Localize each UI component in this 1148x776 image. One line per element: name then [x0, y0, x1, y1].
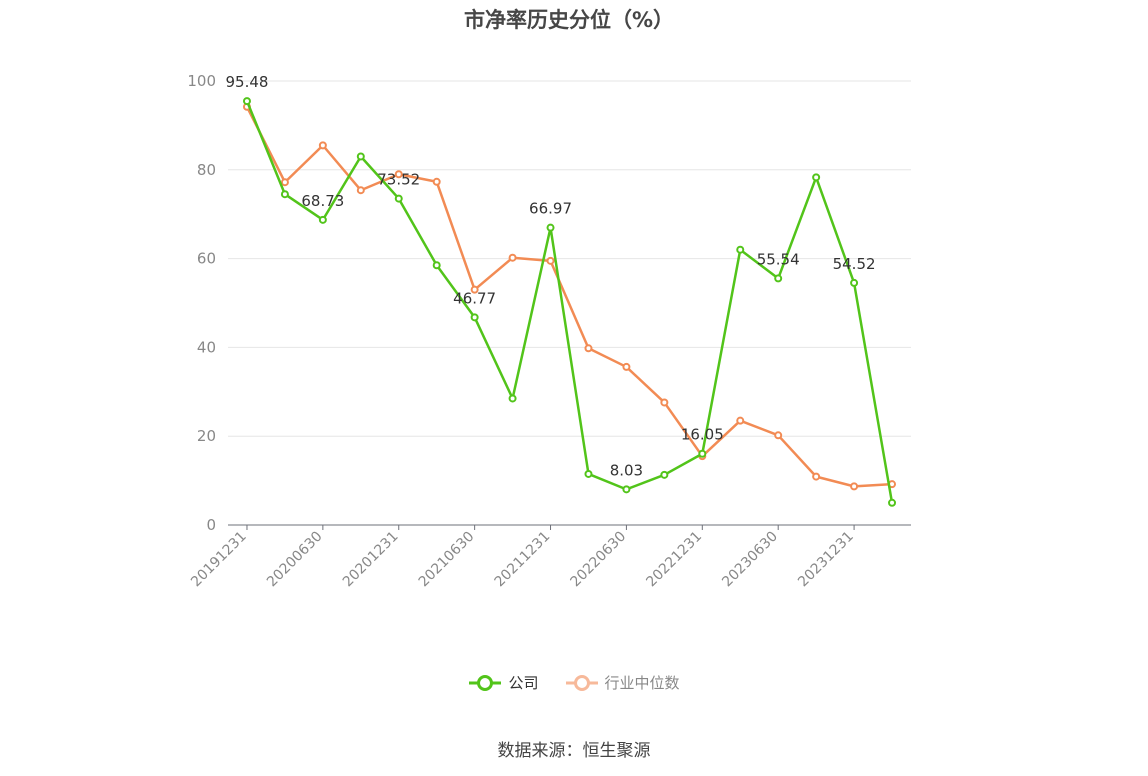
- x-tick-label: 20230630: [719, 529, 781, 591]
- data-point-company[interactable]: [774, 274, 783, 283]
- y-tick-label: 60: [197, 250, 216, 268]
- series-line-industry: [245, 106, 893, 488]
- data-point-company[interactable]: [584, 469, 593, 478]
- data-point-company[interactable]: [508, 394, 517, 403]
- data-point-company[interactable]: [242, 97, 251, 106]
- data-label-company: 66.97: [529, 200, 572, 218]
- data-point-company[interactable]: [280, 190, 289, 199]
- data-point-industry[interactable]: [318, 141, 327, 150]
- data-label-company: 8.03: [610, 461, 643, 479]
- data-label-company: 54.52: [833, 255, 876, 273]
- data-point-company[interactable]: [394, 194, 403, 203]
- data-point-industry[interactable]: [432, 177, 441, 186]
- data-label-company: 73.52: [377, 171, 420, 189]
- y-tick-label: 0: [206, 516, 216, 534]
- data-point-industry[interactable]: [812, 472, 821, 481]
- legend: 公司 行业中位数: [0, 672, 1148, 693]
- legend-industry-label: 行业中位数: [604, 674, 680, 692]
- series: [242, 97, 897, 507]
- data-point-industry[interactable]: [622, 362, 631, 371]
- data-point-company[interactable]: [356, 152, 365, 161]
- data-label-company: 55.54: [757, 250, 800, 268]
- data-point-industry[interactable]: [356, 186, 365, 195]
- data-point-industry[interactable]: [850, 482, 859, 491]
- data-point-company[interactable]: [812, 173, 821, 182]
- y-tick-label: 100: [187, 72, 216, 90]
- data-point-company[interactable]: [888, 498, 897, 507]
- grid-lines: [228, 80, 911, 437]
- data-point-industry[interactable]: [660, 398, 669, 407]
- legend-company-label: 公司: [508, 674, 539, 692]
- data-point-industry[interactable]: [280, 178, 289, 187]
- data-label-company: 68.73: [301, 192, 344, 210]
- data-point-industry[interactable]: [394, 170, 403, 179]
- data-label-company: 95.48: [225, 73, 268, 91]
- data-point-company[interactable]: [470, 313, 479, 322]
- data-point-company[interactable]: [736, 245, 745, 254]
- data-label-company: 46.77: [453, 289, 496, 307]
- data-label-company: 16.05: [681, 426, 724, 444]
- y-tick-label: 80: [197, 161, 216, 179]
- data-point-industry[interactable]: [546, 256, 555, 265]
- x-tick-label: 20221231: [643, 529, 705, 591]
- data-point-industry[interactable]: [736, 416, 745, 425]
- data-point-company[interactable]: [318, 215, 327, 224]
- data-point-industry[interactable]: [584, 344, 593, 353]
- data-point-company[interactable]: [850, 278, 859, 287]
- series-line-company: [245, 100, 894, 504]
- data-point-company[interactable]: [432, 261, 441, 270]
- chart-title: 市净率历史分位（%）: [463, 8, 675, 32]
- legend-industry-marker-icon: [565, 674, 598, 691]
- y-tick-label: 40: [197, 338, 216, 356]
- data-point-company[interactable]: [622, 485, 631, 494]
- data-point-industry[interactable]: [774, 431, 783, 440]
- x-tick-label: 20211231: [492, 529, 554, 591]
- data-source: 数据来源：恒生聚源: [497, 741, 651, 761]
- x-tick-label: 20191231: [188, 529, 250, 591]
- x-tick-label: 20200630: [264, 529, 326, 591]
- data-labels: 95.48 68.73 73.52 46.77 66.97 8.03 16.05 55.54 5…: [225, 73, 875, 479]
- data-point-company[interactable]: [546, 223, 555, 232]
- x-tick-label: 20210630: [416, 529, 478, 591]
- x-tick-label: 20231231: [795, 529, 857, 591]
- data-point-company[interactable]: [698, 449, 707, 458]
- legend-item-company[interactable]: 公司: [468, 672, 539, 693]
- data-point-industry[interactable]: [470, 285, 479, 294]
- y-tick-label: 20: [197, 427, 216, 445]
- legend-item-industry[interactable]: 行业中位数: [565, 672, 680, 693]
- data-point-industry[interactable]: [508, 253, 517, 262]
- x-tick-label: 20220630: [568, 529, 630, 591]
- data-point-company[interactable]: [660, 470, 669, 479]
- legend-company-marker-icon: [469, 674, 502, 691]
- x-tick-label: 20201231: [340, 529, 402, 591]
